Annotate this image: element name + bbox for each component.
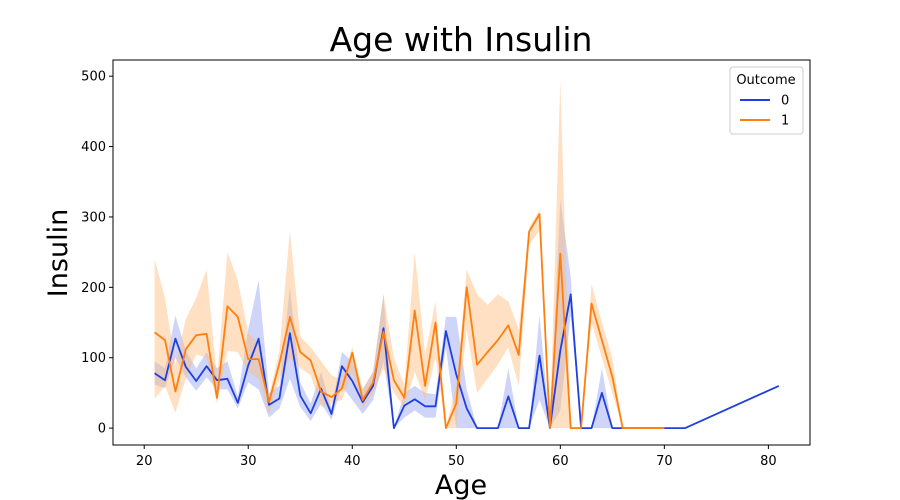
x-tick-label: 20 [136, 454, 153, 469]
legend-label-0: 0 [781, 94, 789, 109]
y-tick-label: 0 [98, 422, 106, 437]
x-tick-label: 40 [344, 454, 361, 469]
y-tick-label: 400 [81, 140, 106, 155]
chart-title: Age with Insulin [330, 20, 593, 59]
x-tick-label: 80 [760, 454, 777, 469]
confidence-bands [154, 79, 779, 429]
y-tick-label: 500 [81, 70, 106, 85]
x-tick-label: 60 [552, 454, 569, 469]
x-tick-label: 50 [448, 454, 465, 469]
legend: Outcome 0 1 [729, 66, 804, 135]
x-axis-ticks: 20 30 40 50 60 70 80 [136, 445, 777, 469]
line-series-0 [154, 293, 780, 430]
legend-label-1: 1 [781, 114, 789, 129]
x-tick-label: 70 [656, 454, 673, 469]
y-tick-label: 200 [81, 281, 106, 296]
line-series-1 [154, 213, 665, 430]
y-axis-ticks: 0 100 200 300 400 500 [81, 70, 113, 437]
x-tick-label: 30 [240, 454, 257, 469]
y-tick-label: 300 [81, 210, 106, 225]
confidence-band-series-1 [154, 79, 665, 429]
y-axis-title: Insulin [43, 209, 74, 297]
y-tick-label: 100 [81, 351, 106, 366]
plot-frame [112, 59, 811, 446]
legend-title: Outcome [736, 73, 795, 88]
series-lines [154, 213, 780, 430]
x-axis-title: Age [435, 470, 487, 500]
